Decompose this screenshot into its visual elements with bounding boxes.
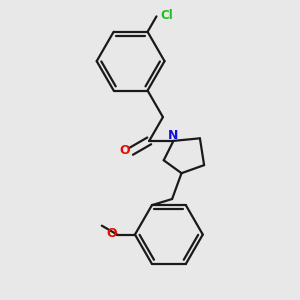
Text: O: O bbox=[106, 227, 117, 240]
Text: Cl: Cl bbox=[160, 9, 173, 22]
Text: O: O bbox=[119, 144, 130, 157]
Text: N: N bbox=[168, 129, 178, 142]
